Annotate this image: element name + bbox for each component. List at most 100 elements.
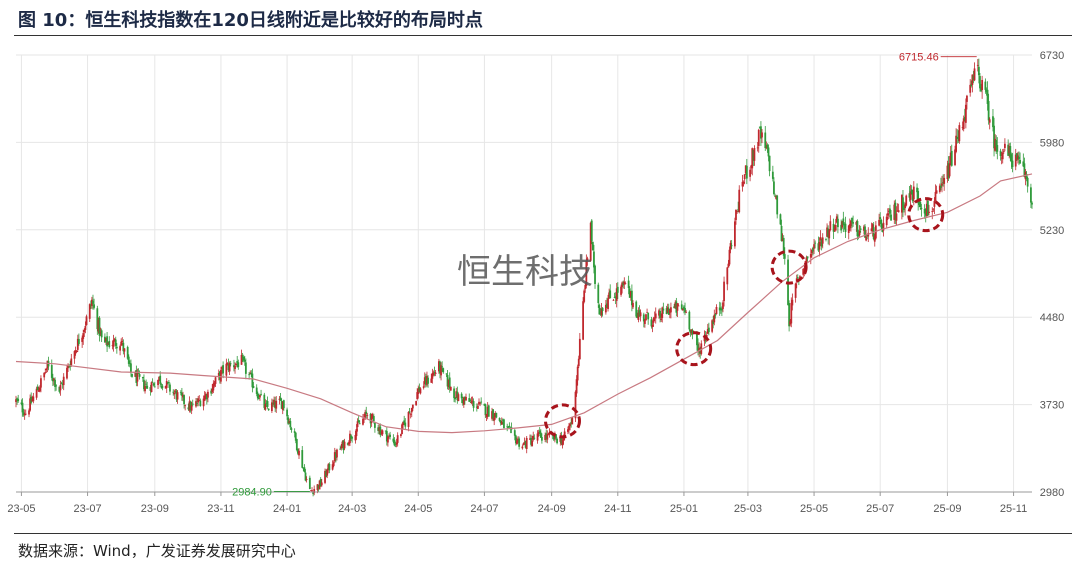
candle-body bbox=[912, 186, 915, 200]
candle-body bbox=[529, 438, 531, 440]
candle-body bbox=[46, 360, 49, 369]
ma120-line bbox=[15, 173, 1033, 434]
candle-body bbox=[629, 291, 632, 297]
candle-body bbox=[83, 330, 86, 332]
candle-body bbox=[979, 76, 981, 89]
candle-body bbox=[524, 440, 527, 448]
candle-body bbox=[149, 387, 152, 391]
candle-body bbox=[354, 435, 357, 441]
candle-body bbox=[826, 227, 828, 237]
candle-body bbox=[182, 394, 184, 398]
candle-body bbox=[316, 484, 319, 490]
candle-body bbox=[174, 390, 177, 392]
candle-body bbox=[531, 440, 534, 446]
candle-body bbox=[404, 422, 407, 427]
candle-body bbox=[380, 432, 383, 434]
candle-body bbox=[93, 304, 95, 308]
candle-body bbox=[651, 324, 654, 327]
candle-body bbox=[805, 257, 808, 264]
candle-body bbox=[900, 195, 903, 213]
candle-body bbox=[545, 433, 548, 439]
candle-body bbox=[783, 254, 786, 259]
candle-body bbox=[220, 369, 222, 382]
candle-body bbox=[157, 379, 159, 386]
candle-body bbox=[627, 280, 630, 288]
candle-body bbox=[934, 191, 937, 201]
candle-body bbox=[902, 197, 904, 210]
candle-body bbox=[122, 342, 125, 352]
candle-body bbox=[905, 195, 908, 206]
candle-body bbox=[121, 340, 124, 343]
candle-body bbox=[59, 385, 62, 391]
candle-body bbox=[1008, 146, 1011, 154]
x-tick-label: 24-09 bbox=[538, 503, 566, 515]
candle-body bbox=[84, 325, 87, 330]
candle-body bbox=[141, 376, 144, 379]
candle-body bbox=[431, 373, 434, 379]
candle-body bbox=[667, 308, 670, 315]
candle-body bbox=[265, 402, 268, 404]
candle-body bbox=[819, 237, 822, 241]
candle-body bbox=[885, 216, 888, 226]
candle-body bbox=[612, 299, 615, 301]
candle-body bbox=[454, 397, 457, 400]
candle-body bbox=[106, 336, 108, 347]
candle-body bbox=[439, 361, 441, 374]
candle-body bbox=[76, 338, 79, 350]
candle-body bbox=[82, 333, 85, 339]
candle-body bbox=[918, 200, 921, 206]
candle-body bbox=[172, 391, 175, 393]
candle-body bbox=[781, 238, 784, 242]
candle-body bbox=[202, 398, 205, 407]
candle-body bbox=[152, 383, 155, 386]
candle-body bbox=[99, 332, 102, 334]
candle-body bbox=[533, 437, 536, 439]
y-tick-label: 6730 bbox=[1040, 50, 1064, 62]
candle-body bbox=[16, 398, 18, 401]
candle-body bbox=[470, 401, 473, 403]
candle-body bbox=[856, 221, 859, 237]
candle-body bbox=[653, 317, 656, 319]
candle-body bbox=[447, 379, 450, 388]
candle-body bbox=[424, 376, 427, 385]
candle-body bbox=[73, 351, 76, 359]
candle-body bbox=[415, 401, 418, 406]
candle-body bbox=[954, 149, 956, 166]
candle-body bbox=[457, 394, 460, 402]
candle-body bbox=[873, 235, 876, 242]
candle-body bbox=[234, 366, 236, 370]
candle-body bbox=[394, 444, 397, 446]
candle-body bbox=[646, 311, 648, 313]
candle-body bbox=[235, 363, 238, 366]
candle-body bbox=[503, 419, 505, 429]
candle-body bbox=[362, 418, 364, 425]
candle-body bbox=[486, 406, 489, 416]
candle-body bbox=[478, 401, 480, 405]
candle-body bbox=[756, 147, 759, 149]
candle-body bbox=[594, 265, 596, 284]
candle-body bbox=[711, 320, 714, 332]
candle-body bbox=[213, 382, 216, 386]
candle-body bbox=[166, 382, 169, 384]
candle-body bbox=[623, 281, 626, 285]
candle-body bbox=[100, 330, 103, 338]
candle-body bbox=[334, 453, 337, 458]
candle-body bbox=[935, 190, 938, 194]
candle-body bbox=[1022, 161, 1025, 167]
candle-body bbox=[91, 299, 93, 306]
candle-body bbox=[346, 443, 349, 445]
candle-body bbox=[637, 312, 640, 320]
candle-body bbox=[720, 308, 723, 311]
candle-body bbox=[347, 442, 350, 445]
candle-body bbox=[134, 372, 137, 377]
candle-body bbox=[855, 221, 858, 225]
candle-body bbox=[130, 363, 132, 373]
candle-body bbox=[191, 403, 194, 405]
candle-body bbox=[441, 366, 444, 368]
candle-body bbox=[999, 150, 1002, 157]
candle-body bbox=[416, 392, 419, 400]
candle-body bbox=[460, 393, 463, 399]
y-tick-label: 2980 bbox=[1040, 487, 1064, 499]
candle-body bbox=[814, 242, 817, 244]
candle-body bbox=[356, 421, 359, 428]
